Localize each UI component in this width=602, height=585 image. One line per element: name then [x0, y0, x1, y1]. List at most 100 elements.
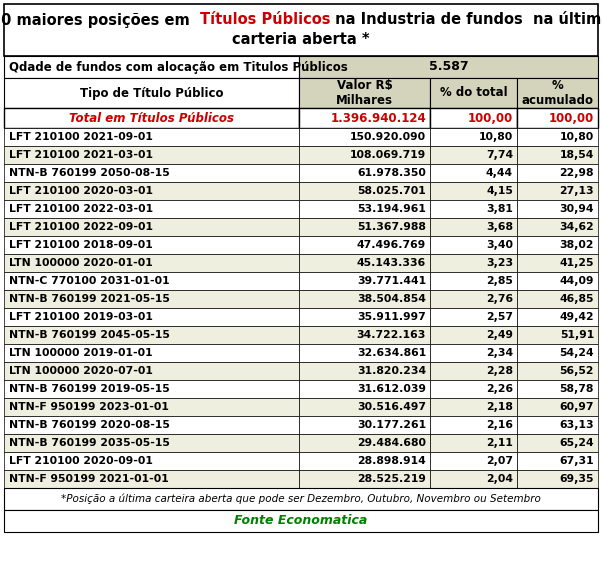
- Text: LFT 210100 2020-03-01: LFT 210100 2020-03-01: [9, 186, 153, 196]
- Bar: [4, 290, 299, 308]
- Bar: [4, 200, 299, 218]
- Bar: [299, 78, 430, 108]
- Text: 150.920.090: 150.920.090: [350, 132, 426, 142]
- Text: 10,80: 10,80: [560, 132, 594, 142]
- Text: LTN 100000 2020-01-01: LTN 100000 2020-01-01: [9, 258, 153, 268]
- Text: NTN-B 760199 2045-05-15: NTN-B 760199 2045-05-15: [9, 330, 170, 340]
- Text: 2,16: 2,16: [486, 420, 513, 430]
- Text: 44,09: 44,09: [559, 276, 594, 286]
- Bar: [4, 326, 299, 344]
- Text: LFT 210100 2022-09-01: LFT 210100 2022-09-01: [9, 222, 153, 232]
- Bar: [430, 78, 517, 108]
- Text: 69,35: 69,35: [559, 474, 594, 484]
- Text: 108.069.719: 108.069.719: [350, 150, 426, 160]
- Bar: [517, 164, 598, 182]
- Bar: [299, 236, 430, 254]
- Text: LFT 210100 2021-09-01: LFT 210100 2021-09-01: [9, 132, 153, 142]
- Bar: [4, 254, 299, 272]
- Text: Títulos Públicos: Títulos Públicos: [200, 12, 330, 27]
- Bar: [4, 488, 598, 510]
- Text: 30,94: 30,94: [559, 204, 594, 214]
- Bar: [299, 380, 430, 398]
- Text: 58.025.701: 58.025.701: [357, 186, 426, 196]
- Bar: [4, 146, 299, 164]
- Text: 53.194.961: 53.194.961: [357, 204, 426, 214]
- Bar: [299, 362, 430, 380]
- Text: carteria aberta *: carteria aberta *: [232, 33, 370, 47]
- Text: 1.396.940.124: 1.396.940.124: [330, 112, 426, 125]
- Bar: [517, 128, 598, 146]
- Bar: [299, 272, 430, 290]
- Bar: [430, 200, 517, 218]
- Text: 56,52: 56,52: [559, 366, 594, 376]
- Text: 47.496.769: 47.496.769: [357, 240, 426, 250]
- Text: 2,18: 2,18: [486, 402, 513, 412]
- Bar: [517, 416, 598, 434]
- Bar: [430, 108, 517, 128]
- Text: 28.898.914: 28.898.914: [357, 456, 426, 466]
- Text: NTN-F 950199 2021-01-01: NTN-F 950199 2021-01-01: [9, 474, 169, 484]
- Text: Qdade de fundos com alocação em Titulos Públicos: Qdade de fundos com alocação em Titulos …: [9, 60, 348, 74]
- Bar: [4, 164, 299, 182]
- Text: 2,26: 2,26: [486, 384, 513, 394]
- Bar: [4, 78, 299, 108]
- Text: 34.722.163: 34.722.163: [356, 330, 426, 340]
- Text: Valor R$
Milhares: Valor R$ Milhares: [336, 79, 393, 107]
- Bar: [299, 434, 430, 452]
- Bar: [517, 362, 598, 380]
- Text: 2,76: 2,76: [486, 294, 513, 304]
- Bar: [517, 182, 598, 200]
- Bar: [299, 470, 430, 488]
- Text: 41,25: 41,25: [559, 258, 594, 268]
- Text: 2,85: 2,85: [486, 276, 513, 286]
- Text: NTN-B 760199 2020-08-15: NTN-B 760199 2020-08-15: [9, 420, 170, 430]
- Bar: [4, 236, 299, 254]
- Text: *Posição a última carteira aberta que pode ser Dezembro, Outubro, Novembro ou Se: *Posição a última carteira aberta que po…: [61, 494, 541, 504]
- Bar: [4, 344, 299, 362]
- Text: 3,81: 3,81: [486, 204, 513, 214]
- Bar: [517, 218, 598, 236]
- Text: 100,00: 100,00: [549, 112, 594, 125]
- Bar: [430, 416, 517, 434]
- Bar: [4, 470, 299, 488]
- Bar: [430, 362, 517, 380]
- Text: % do total: % do total: [439, 87, 507, 99]
- Bar: [4, 308, 299, 326]
- Bar: [517, 470, 598, 488]
- Bar: [430, 380, 517, 398]
- Text: 2,49: 2,49: [486, 330, 513, 340]
- Bar: [430, 182, 517, 200]
- Bar: [299, 326, 430, 344]
- Bar: [4, 362, 299, 380]
- Text: 35.911.997: 35.911.997: [357, 312, 426, 322]
- Bar: [299, 254, 430, 272]
- Text: 67,31: 67,31: [559, 456, 594, 466]
- Text: LFT 210100 2019-03-01: LFT 210100 2019-03-01: [9, 312, 153, 322]
- Text: 20 maiores posições em: 20 maiores posições em: [0, 12, 200, 27]
- Text: 10,80: 10,80: [479, 132, 513, 142]
- Bar: [430, 218, 517, 236]
- Bar: [517, 290, 598, 308]
- Bar: [299, 200, 430, 218]
- Bar: [299, 308, 430, 326]
- Text: 3,40: 3,40: [486, 240, 513, 250]
- Text: 30.177.261: 30.177.261: [357, 420, 426, 430]
- Bar: [299, 146, 430, 164]
- Text: 54,24: 54,24: [559, 348, 594, 358]
- Bar: [430, 146, 517, 164]
- Bar: [517, 308, 598, 326]
- Text: 2,28: 2,28: [486, 366, 513, 376]
- Bar: [430, 470, 517, 488]
- Text: 18,54: 18,54: [560, 150, 594, 160]
- Bar: [4, 128, 299, 146]
- Text: 31.820.234: 31.820.234: [357, 366, 426, 376]
- Bar: [4, 452, 299, 470]
- Text: 2,57: 2,57: [486, 312, 513, 322]
- Text: 60,97: 60,97: [559, 402, 594, 412]
- Text: 39.771.441: 39.771.441: [357, 276, 426, 286]
- Bar: [517, 146, 598, 164]
- Bar: [4, 380, 299, 398]
- Bar: [430, 236, 517, 254]
- Text: 34,62: 34,62: [559, 222, 594, 232]
- Text: 51.367.988: 51.367.988: [357, 222, 426, 232]
